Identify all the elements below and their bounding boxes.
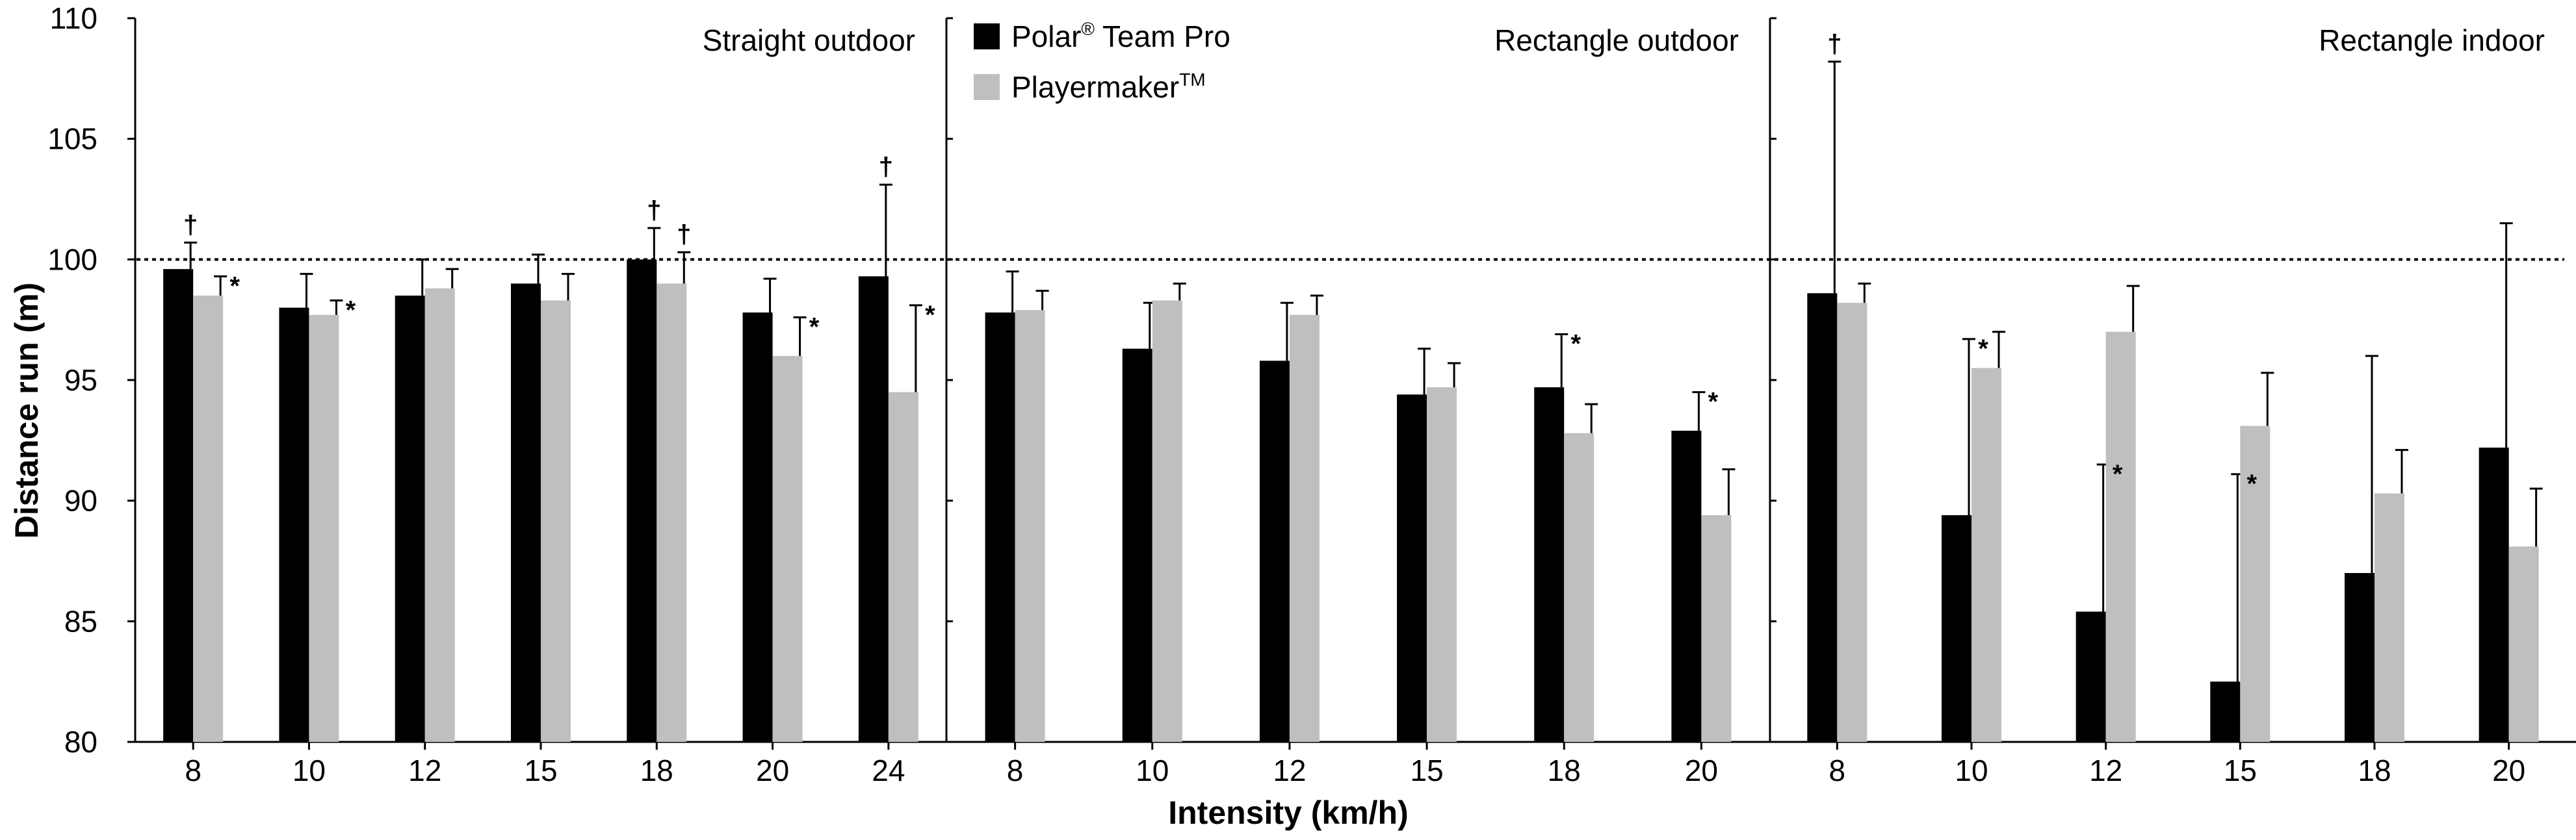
playermaker-bar [1701, 515, 1732, 742]
x-tick-label: 15 [524, 754, 557, 787]
polar-bar [1259, 361, 1290, 742]
x-tick-label: 20 [2492, 754, 2525, 787]
polar-bar [395, 296, 425, 742]
significance-marker: † [183, 210, 198, 239]
playermaker-bar [1971, 368, 2001, 742]
significance-marker: * [346, 296, 356, 324]
legend-label: PlayermakerTM [1011, 70, 1206, 104]
polar-bar [1534, 387, 1565, 742]
polar-bar [279, 307, 309, 743]
x-tick-label: 10 [293, 754, 326, 787]
x-tick-label: 18 [640, 754, 673, 787]
playermaker-bar [888, 392, 918, 742]
legend-label: Polar® Team Pro [1011, 19, 1230, 53]
significance-marker: * [229, 272, 240, 300]
playermaker-bar [193, 296, 224, 742]
polar-bar [1807, 293, 1838, 742]
significance-marker: † [677, 220, 691, 249]
playermaker-bar [424, 288, 455, 743]
polar-bar [2345, 573, 2374, 742]
playermaker-bar [772, 355, 803, 742]
playermaker-bar [1427, 387, 1457, 742]
polar-bar [511, 283, 541, 742]
significance-marker: † [879, 153, 893, 181]
playermaker-bar [2508, 546, 2539, 742]
x-tick-label: 10 [1955, 754, 1988, 787]
x-tick-label: 15 [2224, 754, 2257, 787]
polar-bar [2210, 681, 2241, 742]
significance-marker: * [1708, 388, 1719, 416]
legend-swatch [974, 23, 1000, 49]
polar-bar [1397, 394, 1427, 742]
x-tick-label: 20 [1685, 754, 1718, 787]
x-tick-label: 20 [756, 754, 789, 787]
polar-bar [1671, 430, 1702, 742]
x-tick-label: 10 [1136, 754, 1169, 787]
x-tick-label: 8 [1829, 754, 1846, 787]
significance-marker: * [2247, 470, 2257, 498]
playermaker-bar [1564, 433, 1594, 742]
significance-marker: * [809, 312, 820, 341]
x-axis-title: Intensity (km/h) [1168, 795, 1408, 831]
polar-bar [627, 259, 657, 742]
polar-bar [985, 312, 1015, 742]
significance-marker: * [1570, 329, 1581, 358]
y-axis-title: Distance run (m) [8, 283, 45, 539]
y-tick-label: 90 [64, 484, 98, 518]
panel-title: Straight outdoor [703, 23, 915, 57]
x-tick-label: 12 [2089, 754, 2122, 787]
playermaker-bar [309, 314, 339, 742]
polar-bar [2478, 447, 2509, 742]
significance-marker: * [1978, 335, 1988, 363]
legend-swatch [974, 74, 1000, 100]
y-tick-label: 100 [47, 242, 98, 276]
y-tick-label: 85 [64, 604, 98, 638]
significance-marker: † [647, 196, 661, 225]
playermaker-bar [1837, 303, 1867, 742]
y-tick-label: 110 [50, 1, 98, 35]
polar-bar [858, 276, 889, 742]
x-tick-label: 18 [2358, 754, 2391, 787]
x-tick-label: 8 [185, 754, 202, 787]
polar-bar [1942, 515, 1971, 742]
x-tick-label: 12 [408, 754, 441, 787]
playermaker-bar [1152, 300, 1182, 743]
x-tick-label: 12 [1273, 754, 1306, 787]
y-tick-label: 80 [64, 725, 98, 759]
x-tick-label: 24 [872, 754, 905, 787]
significance-marker: * [2113, 460, 2123, 489]
playermaker-bar [1289, 314, 1320, 742]
playermaker-bar [541, 300, 571, 743]
polar-bar [742, 312, 773, 742]
panel-title: Rectangle outdoor [1494, 23, 1739, 57]
significance-marker: † [1827, 30, 1841, 58]
polar-bar [1122, 348, 1152, 742]
polar-bar [163, 269, 194, 743]
significance-marker: * [925, 301, 935, 329]
playermaker-bar [2374, 493, 2404, 742]
polar-bar [2075, 611, 2106, 742]
y-tick-label: 105 [47, 122, 98, 156]
playermaker-bar [2240, 426, 2270, 742]
playermaker-bar [657, 283, 687, 742]
playermaker-bar [1015, 310, 1045, 742]
y-tick-label: 95 [64, 363, 98, 397]
playermaker-bar [2105, 331, 2136, 742]
panel-title: Rectangle indoor [2319, 23, 2545, 57]
x-tick-label: 15 [1410, 754, 1443, 787]
x-tick-label: 8 [1007, 754, 1024, 787]
x-tick-label: 18 [1548, 754, 1581, 787]
